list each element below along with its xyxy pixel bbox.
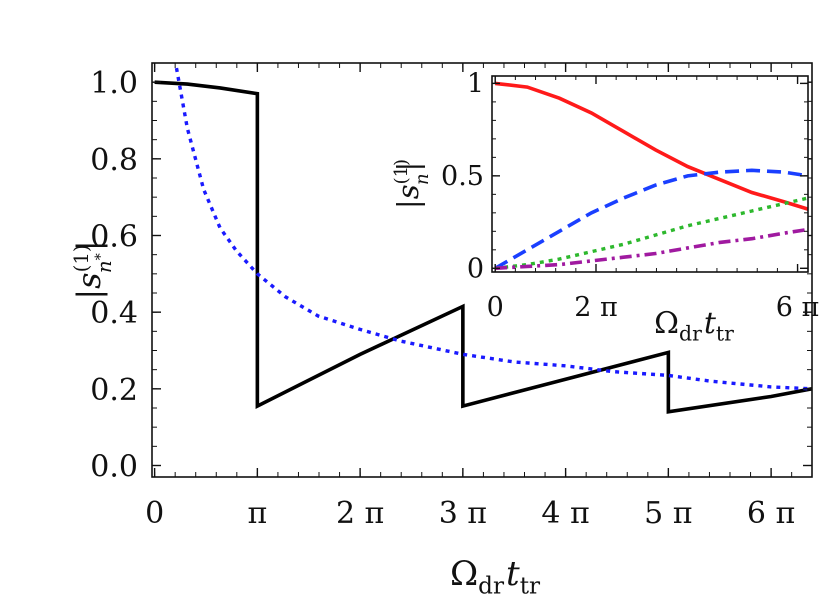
main-x-tick-label: 4 π: [541, 496, 589, 531]
inset-y-axis-title-text: |s(1)n|: [391, 159, 433, 209]
inset-series-3-line: [495, 196, 808, 270]
main-frame: [151, 62, 813, 478]
main-y-tick-label: 0.8: [90, 143, 138, 178]
main-y-tick-label: 0.0: [90, 450, 138, 485]
inset-y-tick-label: 0: [467, 253, 484, 284]
main-x-tick-label: π: [248, 496, 268, 531]
main-x-tick-label: 6 π: [747, 496, 795, 531]
main-x-axis-title: Ωdrttr: [450, 554, 541, 600]
main-x-tick-label: 5 π: [644, 496, 692, 531]
inset-y-axis-title: |s(1)n|: [391, 159, 433, 209]
main-y-tick-label: 1.0: [90, 66, 138, 101]
main-y-axis-title: |s(1)n*|: [70, 240, 116, 299]
main-y-axis-title-text: |s(1)n*|: [70, 240, 116, 299]
main-x-tick-label: 2 π: [336, 496, 384, 531]
inset-x-axis-title: Ωdrttr: [654, 306, 734, 346]
inset-x-tick-label: 6 π: [776, 292, 820, 323]
inset-series-1-line: [495, 81, 808, 211]
main-x-tick-label: 0: [145, 496, 164, 531]
main-x-tick-label: 3 π: [439, 496, 487, 531]
inset-series-4-line: [495, 227, 808, 271]
main-y-tick-label: 0.6: [90, 220, 138, 255]
main-series-1-line: [154, 80, 812, 414]
main-y-tick-label: 0.4: [90, 296, 138, 331]
inset-y-tick-label: 1: [467, 68, 484, 99]
inset-x-tick-label: 0: [487, 292, 504, 323]
inset-y-tick-label: 0.5: [441, 161, 484, 192]
inset-x-tick-label: 2 π: [574, 292, 618, 323]
inset-frame: [491, 75, 809, 273]
inset-series-2-line: [494, 168, 808, 270]
main-y-tick-label: 0.2: [90, 373, 138, 408]
